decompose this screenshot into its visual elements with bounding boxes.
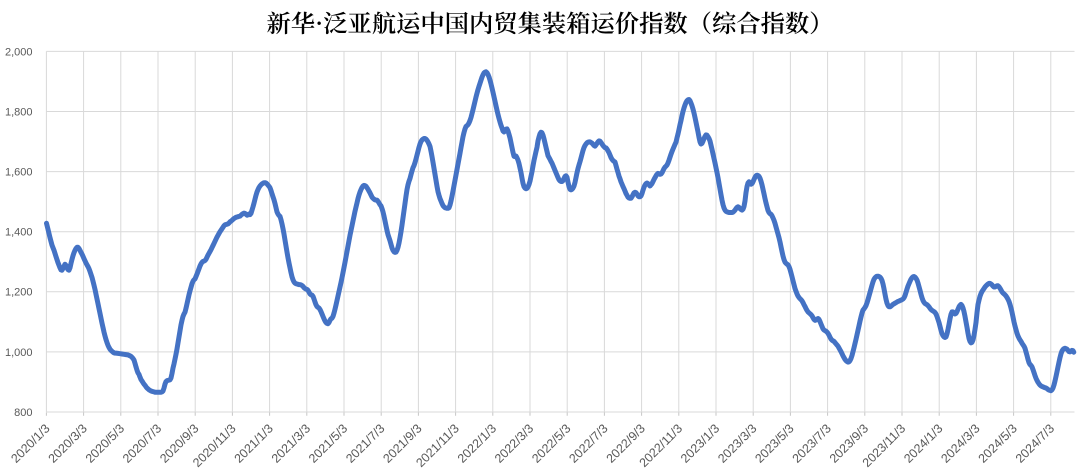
- svg-text:1,400: 1,400: [5, 227, 33, 239]
- svg-text:1,800: 1,800: [5, 106, 33, 118]
- svg-text:1,200: 1,200: [5, 287, 33, 299]
- svg-text:800: 800: [14, 407, 32, 419]
- svg-text:2,000: 2,000: [5, 46, 33, 58]
- svg-text:1,000: 1,000: [5, 347, 33, 359]
- svg-text:1,600: 1,600: [5, 167, 33, 179]
